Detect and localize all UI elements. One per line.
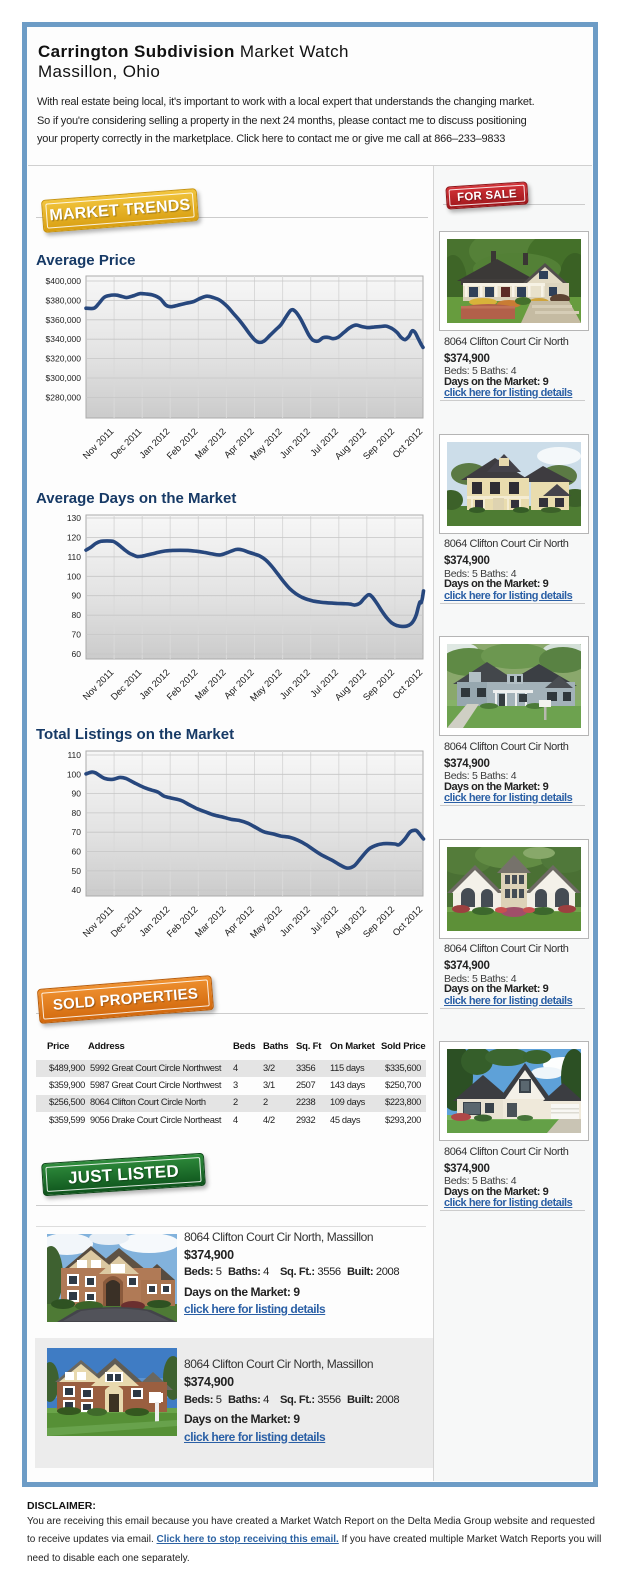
svg-text:110: 110 — [67, 750, 81, 760]
svg-text:Mar 2012: Mar 2012 — [193, 426, 228, 461]
svg-text:Oct 2012: Oct 2012 — [391, 904, 425, 938]
svg-text:110: 110 — [67, 552, 81, 562]
svg-text:Oct 2012: Oct 2012 — [391, 426, 425, 460]
svg-text:120: 120 — [67, 532, 81, 542]
svg-text:100: 100 — [67, 571, 81, 581]
svg-text:Jun 2012: Jun 2012 — [278, 904, 312, 938]
svg-text:Mar 2012: Mar 2012 — [193, 667, 228, 702]
svg-text:60: 60 — [72, 649, 82, 659]
svg-text:Mar 2012: Mar 2012 — [193, 904, 228, 939]
svg-text:90: 90 — [72, 789, 82, 799]
svg-text:Dec 2011: Dec 2011 — [109, 667, 144, 702]
svg-text:100: 100 — [67, 769, 81, 779]
svg-text:$340,000: $340,000 — [46, 334, 82, 344]
svg-text:50: 50 — [72, 866, 82, 876]
svg-text:$400,000: $400,000 — [46, 276, 82, 286]
svg-text:40: 40 — [72, 885, 82, 895]
svg-text:90: 90 — [72, 591, 82, 601]
svg-text:$300,000: $300,000 — [46, 373, 82, 383]
svg-text:Jun 2012: Jun 2012 — [278, 667, 312, 701]
svg-text:$380,000: $380,000 — [46, 295, 82, 305]
svg-text:Dec 2011: Dec 2011 — [109, 904, 144, 939]
svg-text:130: 130 — [67, 513, 81, 523]
svg-text:70: 70 — [72, 827, 82, 837]
svg-text:Jun 2012: Jun 2012 — [278, 426, 312, 460]
svg-text:$280,000: $280,000 — [46, 392, 82, 402]
svg-text:Dec 2011: Dec 2011 — [109, 426, 144, 461]
svg-text:$360,000: $360,000 — [46, 315, 82, 325]
svg-text:80: 80 — [72, 610, 82, 620]
svg-text:80: 80 — [72, 808, 82, 818]
svg-text:60: 60 — [72, 847, 82, 857]
svg-text:Oct 2012: Oct 2012 — [391, 667, 425, 701]
svg-text:70: 70 — [72, 630, 82, 640]
svg-text:$320,000: $320,000 — [46, 354, 82, 364]
